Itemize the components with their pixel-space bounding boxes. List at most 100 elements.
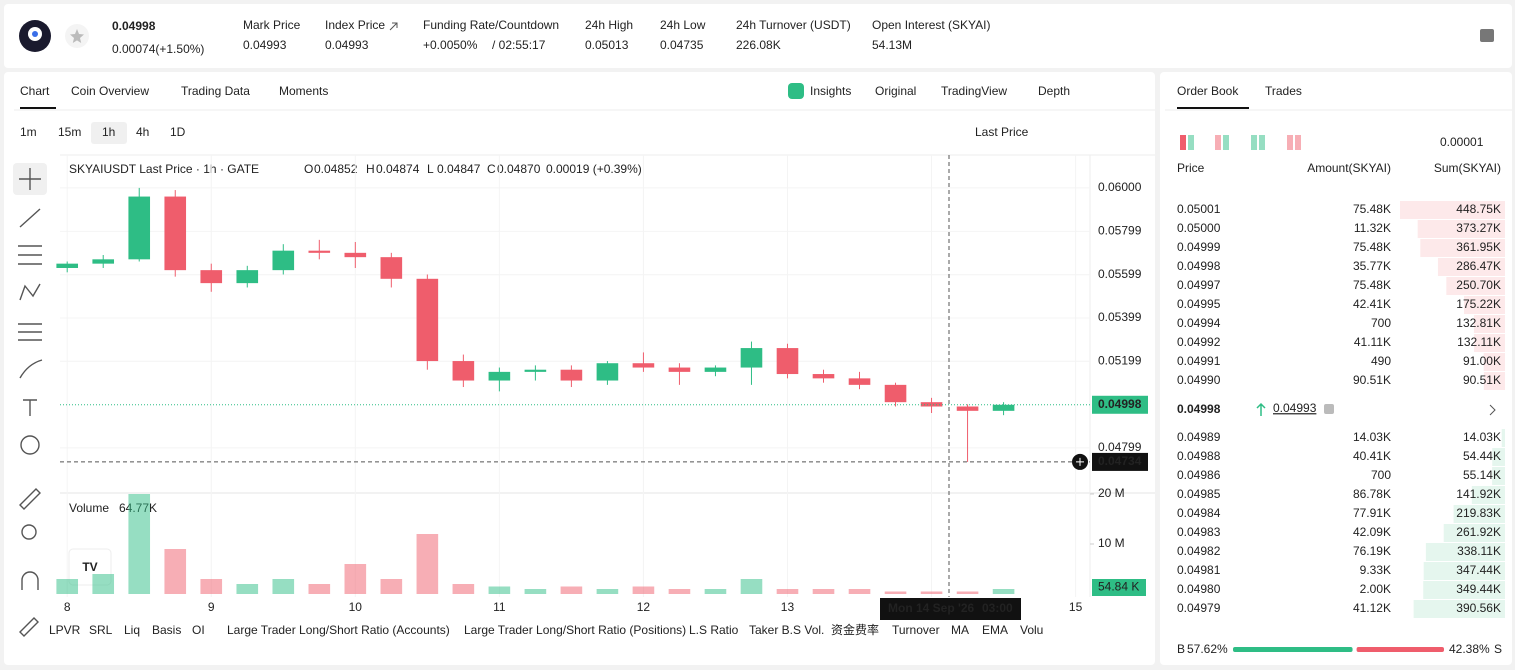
depth-bar (1501, 429, 1505, 447)
depth-bar (1417, 220, 1505, 238)
depth-bar (1453, 505, 1505, 523)
book-price: 0.04981 (1177, 563, 1221, 577)
depth-bar (1413, 600, 1505, 618)
last-price: 0.04998 (112, 19, 156, 33)
pattern-tool[interactable] (19, 283, 41, 301)
view-tab[interactable]: Depth (1038, 84, 1070, 98)
indicator[interactable]: Turnover (892, 623, 940, 637)
notes-icon[interactable] (1480, 29, 1494, 42)
layout-icon (1223, 135, 1229, 150)
interval[interactable]: 1m (20, 125, 37, 139)
mid-mark: 0.04993 (1273, 401, 1317, 415)
interval[interactable]: 15m (58, 125, 81, 139)
volume-bar (956, 591, 979, 594)
interval[interactable]: 4h (136, 125, 149, 139)
depth-bar (1483, 372, 1505, 390)
book-price: 0.04990 (1177, 373, 1221, 387)
emoji-tool[interactable] (20, 435, 40, 455)
book-price: 0.05000 (1177, 221, 1221, 235)
layout-icon[interactable] (1287, 135, 1293, 150)
mid-price: 0.04998 (1177, 402, 1221, 416)
candle-body (128, 196, 151, 260)
book-tab[interactable]: Trades (1265, 84, 1302, 98)
interval[interactable]: 1h (102, 125, 115, 139)
volume-bar (704, 589, 727, 594)
chart-tab[interactable]: Chart (20, 84, 50, 98)
candle-body (272, 250, 295, 271)
interval[interactable]: 1D (170, 125, 186, 139)
indicator[interactable]: Taker B.S Vol. (749, 623, 824, 637)
chart-tab[interactable]: Moments (279, 84, 328, 98)
chart-tab[interactable]: Trading Data (181, 84, 250, 98)
measure-tool[interactable] (19, 488, 41, 510)
depth-bar (1420, 239, 1505, 257)
book-amount: 42.41K (1353, 297, 1391, 311)
x-tick-label: 15 (1069, 600, 1083, 614)
y-tick-label: 0.05199 (1098, 353, 1142, 367)
coin-logo-pupil (32, 31, 38, 37)
indicator[interactable]: OI (192, 623, 205, 637)
book-amount: 75.48K (1353, 240, 1391, 254)
volume-bar (596, 589, 619, 594)
candle-body (776, 348, 799, 375)
book-amount: 76.19K (1353, 544, 1391, 558)
price-change: 0.00074(+1.50%) (112, 42, 204, 56)
crosshair-tool[interactable] (19, 168, 41, 190)
indicator[interactable]: Liq (124, 623, 140, 637)
legend-key: H (366, 162, 375, 176)
volume-bar (668, 589, 691, 594)
book-sum: 132.11K (1457, 335, 1501, 349)
view-tab[interactable]: Original (875, 84, 916, 98)
stat-value: 0.04993 (243, 38, 287, 52)
precision[interactable]: 0.00001 (1440, 135, 1484, 149)
indicator[interactable]: Basis (152, 623, 181, 637)
book-amount: 40.41K (1353, 449, 1391, 463)
depth-bar (1492, 448, 1505, 466)
indicator[interactable]: 资金费率 (831, 622, 879, 637)
indicator[interactable]: SRL (89, 623, 113, 637)
header-panel (4, 4, 1512, 68)
volume-bar (56, 579, 79, 594)
x-tick-label: 12 (637, 600, 651, 614)
indicator[interactable]: EMA (982, 623, 1008, 637)
buy-bar (1233, 647, 1353, 652)
fib-tool[interactable] (18, 323, 42, 341)
indicator[interactable]: Volu (1020, 623, 1043, 637)
text-tool[interactable] (23, 399, 37, 416)
volume-bar (848, 589, 871, 594)
indicator[interactable]: LPVR (49, 623, 81, 637)
layout-icon[interactable] (1251, 135, 1257, 150)
magnet-tool[interactable] (21, 571, 39, 590)
volume-bar (236, 584, 259, 594)
volume-bar (560, 586, 583, 594)
book-sum: 448.75K (1456, 202, 1501, 216)
channel-tool[interactable] (18, 245, 42, 265)
view-tab[interactable]: TradingView (941, 84, 1007, 98)
depth-bar (1471, 486, 1505, 504)
chart-tab[interactable]: Coin Overview (71, 84, 149, 98)
sell-bar (1356, 647, 1444, 652)
line-tool[interactable] (19, 208, 41, 228)
depth-bar (1474, 334, 1505, 352)
layout-icon[interactable] (1180, 135, 1186, 150)
brush-tool[interactable] (19, 359, 43, 379)
view-tab[interactable]: Insights (810, 84, 851, 98)
indicator[interactable]: Large Trader Long/Short Ratio (Positions… (464, 623, 686, 637)
book-amount: 75.48K (1353, 202, 1391, 216)
candle-body (488, 371, 511, 381)
layout-icon[interactable] (1215, 135, 1221, 150)
price-type[interactable]: Last Price (975, 125, 1029, 139)
candle-body (704, 367, 727, 372)
y-tick-label: 0.05799 (1098, 224, 1142, 238)
zoom-tool[interactable] (21, 524, 37, 540)
indicator[interactable]: Large Trader Long/Short Ratio (Accounts) (227, 623, 450, 637)
sell-label: S (1494, 642, 1502, 656)
book-tab[interactable]: Order Book (1177, 84, 1239, 98)
tv-logo-mark: TV (82, 560, 97, 574)
candle-body (92, 259, 115, 264)
indicator[interactable]: L.S Ratio (689, 623, 739, 637)
indicator[interactable]: MA (951, 623, 969, 637)
book-sum: 286.47K (1456, 259, 1501, 273)
x-tick-label: 13 (781, 600, 795, 614)
pencil-tool[interactable] (19, 617, 39, 637)
